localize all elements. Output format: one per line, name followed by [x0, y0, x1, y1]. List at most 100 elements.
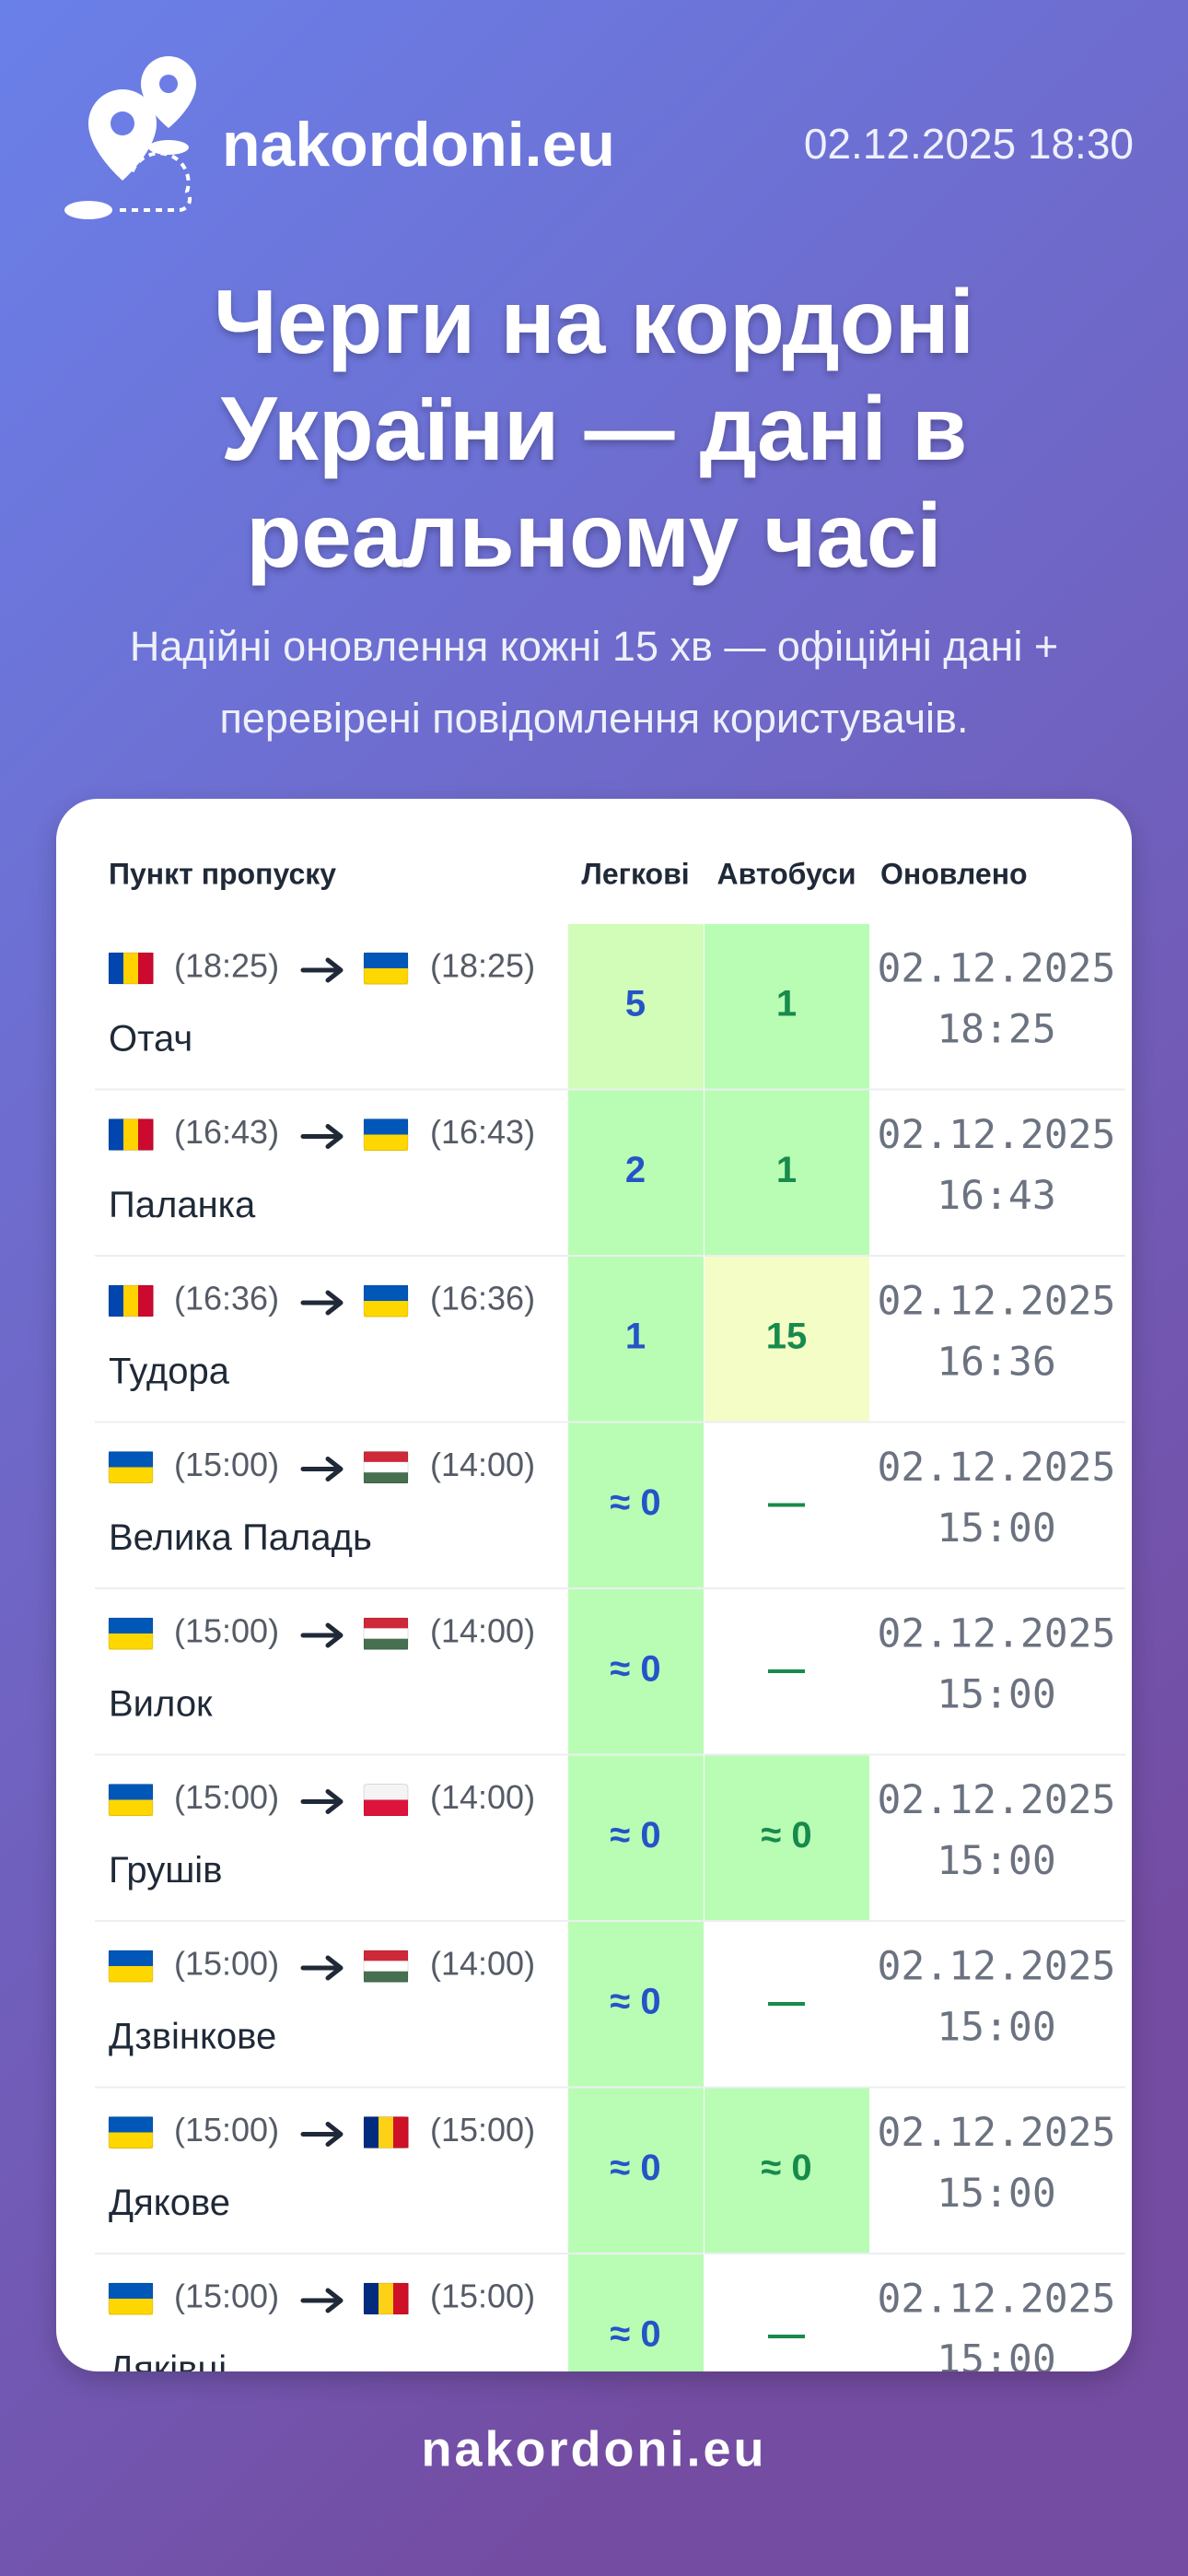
flag-stripe	[109, 1950, 153, 1967]
from-time: (16:36)	[174, 1280, 279, 1317]
flag-stripe	[109, 2116, 153, 2133]
flag-stripe	[109, 1285, 124, 1317]
updated-date: 02.12.2025	[878, 2277, 1116, 2323]
flag-stripe	[109, 1633, 153, 1650]
flag-stripe	[109, 2299, 153, 2315]
flag-stripe	[364, 1134, 408, 1151]
flag-border	[363, 952, 409, 985]
flag-stripe	[109, 1784, 153, 1800]
flag-stripe	[109, 1118, 124, 1151]
flag-stripe	[109, 1618, 153, 1634]
cars-cell	[568, 924, 704, 1089]
cars-value: ≈ 0	[610, 1482, 660, 1523]
column-header: Легкові	[581, 857, 689, 890]
flag-stripe	[109, 1966, 153, 1983]
to-time: (15:00)	[430, 2277, 535, 2315]
flag-icon	[363, 1617, 409, 1650]
datetime: 02.12.2025 18:30	[804, 120, 1134, 168]
cars-value: ≈ 0	[610, 1815, 660, 1856]
flag-stripe	[109, 1467, 153, 1483]
flag-stripe	[364, 2283, 379, 2314]
flag-stripe	[138, 953, 154, 984]
from-time: (16:43)	[174, 1113, 279, 1151]
table: Пункт пропуску Легкові Автобуси Оновлено (18…	[95, 857, 1125, 2371]
buses-cell	[705, 1423, 869, 1587]
hero-subtitle: перевірені повідомлення користувачів.	[220, 695, 969, 742]
flag-stripe	[364, 1961, 408, 1973]
cars-value: ≈ 0	[610, 2148, 660, 2188]
buses-cell	[705, 1090, 869, 1255]
flag-icon	[108, 1784, 154, 1816]
flag-stripe	[123, 953, 139, 984]
cars-cell	[568, 1423, 704, 1587]
logo-icon	[64, 56, 196, 219]
flag-border	[363, 1451, 409, 1483]
flag-stripe	[364, 1472, 408, 1483]
buses-cell	[705, 1922, 869, 2087]
logo-text: nakordoni.eu	[222, 110, 615, 180]
flag-border	[363, 1284, 409, 1317]
buses-value: —	[768, 1482, 805, 1523]
flag-stripe	[393, 2283, 409, 2314]
flag-icon	[363, 2282, 409, 2315]
updated-date: 02.12.2025	[878, 1445, 1116, 1491]
flag-stripe	[364, 1451, 408, 1463]
buses-cell	[705, 2088, 869, 2253]
flag-icon	[363, 1284, 409, 1317]
flag-icon	[108, 1950, 154, 1983]
from-time: (18:25)	[174, 947, 279, 985]
updated-date: 02.12.2025	[878, 1112, 1116, 1158]
column-header: Автобуси	[717, 857, 856, 890]
flag-stripe	[123, 1285, 139, 1317]
checkpoint-name: Дякове	[109, 2183, 230, 2223]
updated-date: 02.12.2025	[878, 1611, 1116, 1657]
flag-stripe	[364, 1118, 408, 1135]
flag-stripe	[109, 2283, 153, 2300]
flag-stripe	[364, 1971, 408, 1983]
arrow-icon	[300, 1955, 344, 1981]
updated-time: 15:00	[937, 2171, 1055, 2217]
flag-border	[108, 2116, 154, 2149]
cars-cell	[568, 2254, 704, 2371]
arrow-icon	[300, 1124, 344, 1149]
updated-date: 02.12.2025	[878, 946, 1116, 992]
updated-time: 15:00	[937, 1838, 1055, 1884]
arrow-icon	[300, 1789, 344, 1814]
flag-border	[108, 1118, 154, 1151]
to-time: (14:00)	[430, 1612, 535, 1650]
checkpoint-name: Велика Паладь	[109, 1517, 372, 1558]
checkpoint-name: Вилок	[109, 1684, 213, 1725]
flag-border	[108, 952, 154, 985]
cars-cell	[568, 1755, 704, 1920]
flag-stripe	[364, 1618, 408, 1629]
to-time: (16:43)	[430, 1113, 535, 1151]
flag-stripe	[393, 2116, 409, 2149]
buses-value: 1	[776, 984, 797, 1025]
flag-icon	[363, 1950, 409, 1983]
flag-icon	[108, 1617, 154, 1650]
buses-cell	[705, 1755, 869, 1920]
flag-icon	[108, 1118, 154, 1151]
updated-time: 16:36	[937, 1340, 1055, 1386]
checkpoint-name: Паланка	[109, 1185, 256, 1225]
flag-icon	[363, 2116, 409, 2149]
checkpoint-name: Отач	[109, 1019, 192, 1060]
flag-stripe	[364, 1638, 408, 1650]
updated-time: 15:00	[937, 1672, 1055, 1718]
flag-stripe	[379, 2116, 394, 2149]
buses-value: ≈ 0	[761, 1815, 811, 1856]
flag-icon	[108, 1284, 154, 1317]
flag-stripe	[364, 2116, 379, 2149]
flag-stripe	[364, 1301, 408, 1317]
flag-border	[363, 1617, 409, 1650]
to-time: (14:00)	[430, 1778, 535, 1816]
updated-time: 15:00	[937, 2005, 1055, 2051]
updated-time: 15:00	[937, 1505, 1055, 1551]
from-time: (15:00)	[174, 2111, 279, 2149]
buses-cell	[705, 1257, 869, 1422]
flag-border	[108, 1950, 154, 1983]
cars-value: 2	[625, 1150, 646, 1190]
cars-value: ≈ 0	[610, 1982, 660, 2022]
